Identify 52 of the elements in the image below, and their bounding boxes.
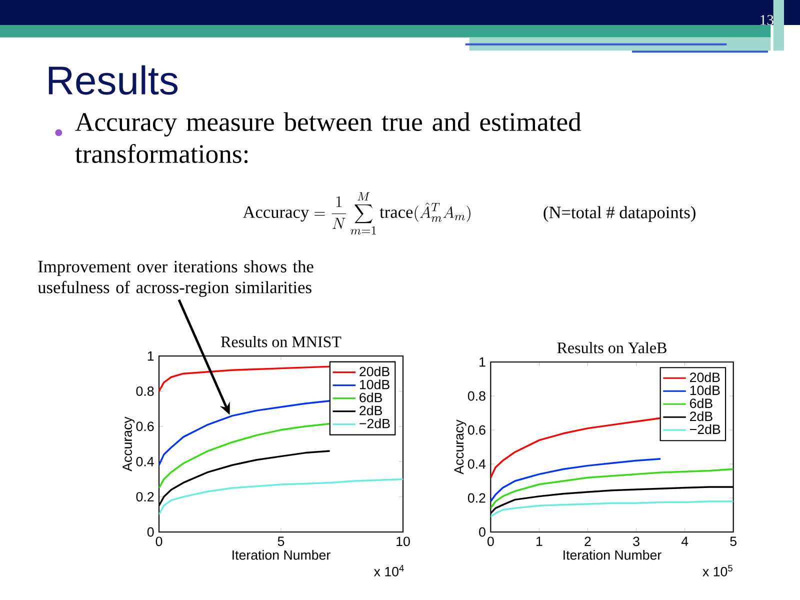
x-tick-label: 0: [156, 536, 162, 546]
line-series: [159, 422, 331, 489]
x-axis-title: Iteration Number: [232, 550, 330, 560]
legend-label: 20dB: [690, 372, 720, 382]
legend-label: 10dB: [690, 385, 720, 396]
x-tick-label: 1: [536, 536, 542, 546]
legend-label: −2dB: [690, 424, 720, 434]
line-series: [490, 500, 734, 518]
text: Accuracy measure between true and estimated transformations:: [75, 112, 582, 164]
y-tick-label: 0.4: [468, 459, 486, 469]
line-series: [159, 478, 404, 516]
line-series: [159, 400, 331, 466]
line-series: [159, 366, 331, 392]
text: x 10$^{5}$: [702, 564, 732, 576]
chart-title: Results on MNIST: [221, 336, 342, 348]
text: $\mathrm{Accuracy} = \frac{1}{N}\sum_{m=1}^{M}\mathrm{trace}(\hat{A}_m^T A_m)$: [242, 192, 470, 235]
x-tick-label: 5: [278, 536, 284, 546]
y-tick-label: 0.8: [468, 391, 486, 401]
legend-label: 10dB: [360, 379, 390, 390]
x-tick-label: 0: [487, 536, 494, 546]
x-axis-title: Iteration Number: [564, 550, 662, 560]
y-tick-label: 0.8: [136, 386, 154, 396]
line-series: [490, 458, 662, 502]
y-tick-label: 0: [147, 527, 154, 537]
legend-label: 20dB: [360, 366, 390, 376]
chart-title: Results on YaleB: [557, 342, 666, 354]
legend-label: 2dB: [690, 411, 712, 422]
legend-label: 6dB: [360, 392, 382, 402]
y-axis-title: Accuracy: [454, 420, 466, 474]
x-tick-label: 2: [584, 536, 591, 546]
y-tick-label: 0: [479, 527, 486, 537]
x-tick-label: 4: [681, 536, 688, 546]
legend-label: −2dB: [360, 418, 390, 428]
y-tick-label: 1: [148, 351, 154, 361]
annotation: Improvement over iterations shows the usefulness of across-region similarities: [38, 260, 314, 297]
y-tick-label: 0.2: [136, 492, 154, 502]
text: 13: [760, 15, 774, 25]
y-tick-label: 0.6: [136, 422, 154, 432]
legend-label: 2dB: [360, 405, 382, 416]
y-tick-label: 0.6: [468, 425, 486, 435]
x-tick-label: 10: [396, 536, 410, 546]
y-tick-label: 1: [480, 357, 486, 367]
text: x 10$^{4}$: [374, 564, 404, 576]
x-tick-label: 3: [633, 536, 640, 546]
line-series: [490, 468, 734, 510]
y-axis-title: Accuracy: [122, 416, 135, 472]
text: Results: [48, 65, 178, 95]
y-tick-label: 0.2: [468, 493, 486, 503]
x-tick-label: 5: [730, 536, 736, 546]
legend-label: 6dB: [690, 398, 712, 408]
text: (N=total # datapoints): [544, 206, 696, 222]
y-tick-label: 0.4: [136, 456, 154, 466]
